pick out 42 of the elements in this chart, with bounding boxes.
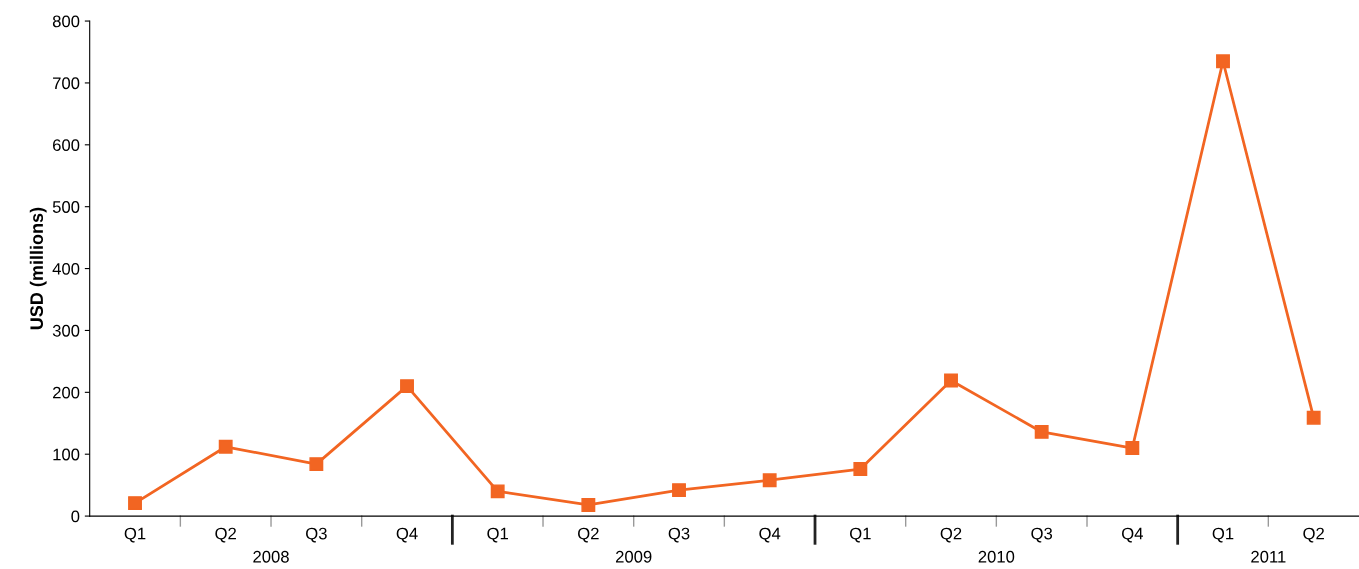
point xyxy=(853,462,868,477)
x-tick-label: Q3 xyxy=(306,527,327,543)
x-tick-label: Q3 xyxy=(1031,527,1053,543)
point xyxy=(128,496,142,511)
y-tick-label: 500 xyxy=(52,201,80,213)
point xyxy=(1216,54,1230,69)
point xyxy=(400,379,414,394)
text: 2010 xyxy=(978,550,1015,563)
y-tick-label: 200 xyxy=(53,386,80,399)
y-tick-label: 100 xyxy=(53,448,80,461)
point xyxy=(309,457,324,472)
point xyxy=(490,484,505,499)
x-tick-label: Q1 xyxy=(850,527,871,543)
x-tick-label: Q2 xyxy=(215,527,236,543)
point xyxy=(1034,424,1049,439)
point xyxy=(762,473,777,488)
x-tick-label: Q1 xyxy=(1212,527,1234,543)
x-tick-label: Q4 xyxy=(396,527,418,543)
point xyxy=(218,439,233,454)
y-tick-label: 800 xyxy=(52,15,80,28)
y-tick-label: 0 xyxy=(71,510,80,523)
x-tick-label: Q3 xyxy=(668,527,690,543)
y-tick-label: 300 xyxy=(52,324,80,337)
y-tick-label: 400 xyxy=(52,262,80,275)
point xyxy=(581,497,596,512)
x-tick-label: Q4 xyxy=(759,527,781,543)
x-tick-label: Q4 xyxy=(1122,527,1143,543)
text: 2011 xyxy=(1251,550,1286,563)
y-tick-label: 700 xyxy=(53,77,80,90)
point xyxy=(944,373,958,388)
x-tick-label: Q2 xyxy=(578,527,599,543)
point xyxy=(672,483,686,498)
x-tick-label: Q1 xyxy=(124,527,146,543)
text: 2009 xyxy=(615,550,652,563)
text: 2008 xyxy=(253,550,289,563)
x-tick-label: Q2 xyxy=(940,527,962,543)
point xyxy=(1306,410,1321,425)
x-tick-label: Q1 xyxy=(487,527,508,543)
y-axis-title: USD (millions) xyxy=(29,207,47,330)
point xyxy=(1125,441,1140,455)
y-tick-label: 600 xyxy=(53,139,80,152)
x-tick-label: Q2 xyxy=(1303,527,1324,543)
